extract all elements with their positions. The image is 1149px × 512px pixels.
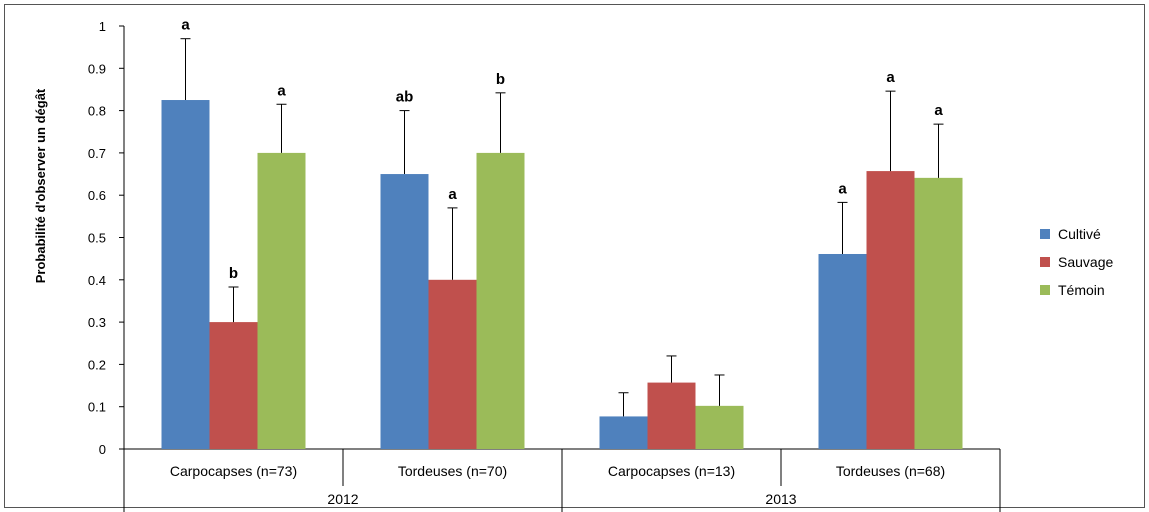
significance-label: ab bbox=[396, 89, 414, 106]
bar-sauvage bbox=[866, 171, 915, 450]
x-tick-label: Carpocapses (n=13) bbox=[608, 463, 735, 479]
significance-label: b bbox=[229, 265, 238, 282]
bar-témoin bbox=[914, 177, 963, 449]
legend-swatch-sauvage bbox=[1040, 257, 1050, 267]
significance-label: b bbox=[496, 71, 505, 88]
bar-cultivé bbox=[599, 416, 648, 449]
y-tick-label: 0.6 bbox=[88, 188, 106, 203]
significance-label: a bbox=[448, 186, 457, 203]
bar-cultivé bbox=[161, 100, 210, 450]
x-tick-label: Tordeuses (n=68) bbox=[836, 463, 945, 479]
legend-label: Témoin bbox=[1058, 282, 1105, 298]
y-tick-label: 0.5 bbox=[88, 231, 106, 246]
significance-label: a bbox=[181, 17, 190, 34]
significance-label: a bbox=[886, 69, 895, 86]
significance-label: a bbox=[277, 82, 286, 99]
y-tick-label: 0.3 bbox=[88, 315, 106, 330]
y-tick-label: 0 bbox=[99, 442, 106, 457]
x-tick-label: Carpocapses (n=73) bbox=[170, 463, 297, 479]
bar-témoin bbox=[257, 152, 306, 449]
y-axis-label: Probabilité d'observer un dégât bbox=[33, 88, 48, 283]
y-tick-label: 0.2 bbox=[88, 357, 106, 372]
x-group-label: 2013 bbox=[765, 491, 796, 507]
y-tick-label: 0.7 bbox=[88, 146, 106, 161]
x-group-label: 2012 bbox=[327, 491, 358, 507]
bar-témoin bbox=[695, 405, 744, 449]
bar-témoin bbox=[476, 152, 525, 449]
y-tick-label: 1 bbox=[99, 19, 106, 34]
y-tick-label: 0.4 bbox=[88, 273, 106, 288]
bar-cultivé bbox=[380, 174, 429, 450]
y-tick-label: 0.8 bbox=[88, 104, 106, 119]
bar-sauvage bbox=[647, 382, 696, 449]
bar-sauvage bbox=[428, 279, 477, 449]
bar-cultivé bbox=[818, 253, 867, 449]
significance-label: a bbox=[838, 180, 847, 197]
legend-swatch-témoin bbox=[1040, 285, 1050, 295]
significance-label: a bbox=[934, 102, 943, 119]
y-tick-label: 0.9 bbox=[88, 61, 106, 76]
legend-swatch-cultivé bbox=[1040, 229, 1050, 239]
legend-label: Cultivé bbox=[1058, 226, 1101, 242]
y-tick-label: 0.1 bbox=[88, 400, 106, 415]
x-tick-label: Tordeuses (n=70) bbox=[398, 463, 507, 479]
bar-sauvage bbox=[209, 322, 258, 449]
legend-label: Sauvage bbox=[1058, 254, 1113, 270]
